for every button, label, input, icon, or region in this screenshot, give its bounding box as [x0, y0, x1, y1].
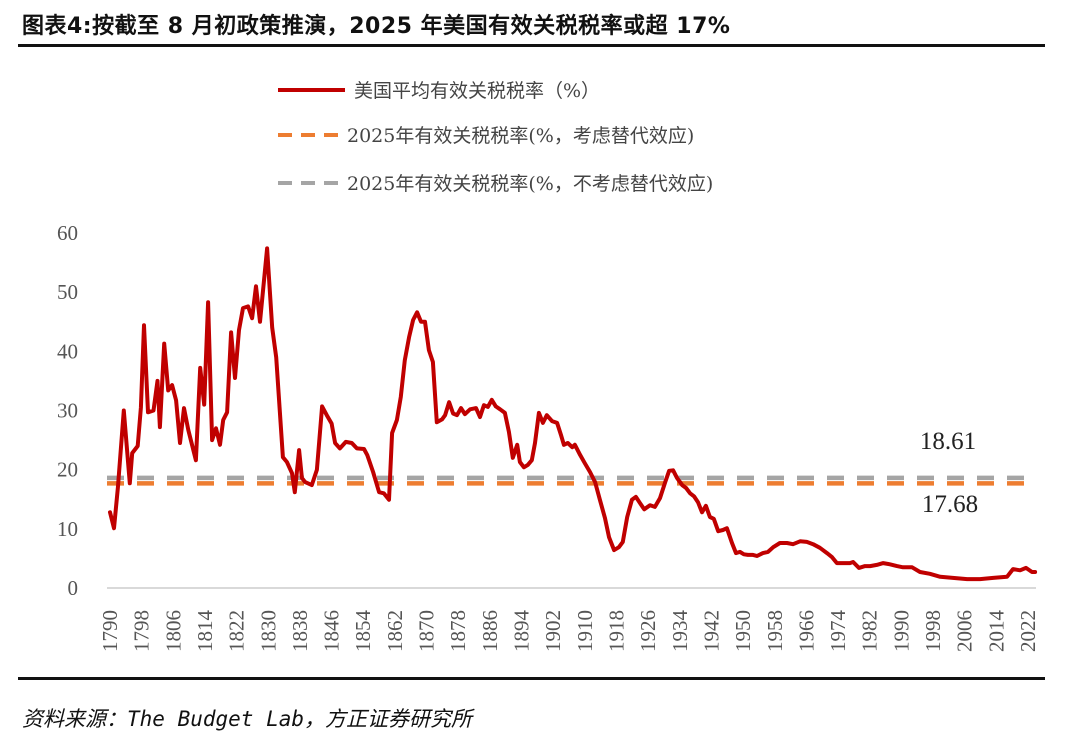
y-tick-label: 40 — [57, 339, 78, 363]
x-tick-label: 1806 — [161, 610, 185, 652]
x-tick-label: 1822 — [225, 610, 249, 652]
x-tick-label: 1854 — [351, 610, 375, 653]
x-axis-ticks: 1790 1798 1806 1814 1822 1830 1838 1846 1854 1862… — [98, 610, 1040, 653]
x-tick-label: 1790 — [98, 610, 122, 652]
x-tick-label: 1990 — [889, 610, 913, 652]
x-tick-label: 1982 — [858, 610, 882, 652]
x-tick-label: 2006 — [953, 610, 977, 652]
x-tick-label: 1814 — [193, 610, 217, 653]
y-tick-label: 10 — [57, 517, 78, 541]
footer-divider — [18, 677, 1045, 680]
figure-title: 图表4:按截至 8 月初政策推演，2025 年美国有效关税税率或超 17% — [22, 14, 731, 39]
legend-label-main: 美国平均有效关税税率（%） — [354, 80, 600, 102]
x-tick-label: 2022 — [1016, 610, 1040, 652]
x-tick-label: 1838 — [288, 610, 312, 652]
y-tick-label: 20 — [57, 458, 78, 482]
x-tick-label: 1918 — [604, 610, 628, 652]
x-tick-label: 1934 — [668, 610, 692, 653]
x-tick-label: 2014 — [984, 610, 1008, 653]
x-tick-label: 1870 — [415, 610, 439, 652]
x-tick-label: 1910 — [573, 610, 597, 652]
source-note: 资料来源：The Budget Lab，方正证券研究所 — [22, 707, 473, 731]
x-tick-label: 1926 — [636, 610, 660, 652]
x-tick-label: 1902 — [541, 610, 565, 652]
y-tick-label: 0 — [68, 576, 79, 600]
x-tick-label: 1830 — [256, 610, 280, 652]
x-tick-label: 1998 — [921, 610, 945, 652]
value-label-with-substitution: 17.68 — [922, 491, 978, 518]
series-group — [108, 246, 1038, 582]
x-tick-label: 1950 — [731, 610, 755, 652]
x-tick-label: 1798 — [130, 610, 154, 652]
x-tick-label: 1886 — [478, 610, 502, 652]
x-tick-label: 1958 — [763, 610, 787, 652]
legend-label-with-substitution: 2025年有效关税税率(%，考虑替代效应) — [347, 125, 694, 147]
x-tick-label: 1974 — [826, 610, 850, 653]
value-label-without-substitution: 18.61 — [920, 428, 976, 455]
x-tick-label: 1878 — [446, 610, 470, 652]
x-tick-label: 1846 — [320, 610, 344, 652]
reference-lines — [107, 475, 1036, 486]
legend: 美国平均有效关税税率（%） 2025年有效关税税率(%，考虑替代效应) 2025… — [278, 80, 713, 195]
series-line-main — [108, 246, 1038, 582]
x-tick-label: 1966 — [794, 610, 818, 652]
x-tick-label: 1942 — [699, 610, 723, 652]
x-tick-label: 1894 — [510, 610, 534, 653]
legend-label-without-substitution: 2025年有效关税税率(%，不考虑替代效应) — [347, 173, 713, 195]
value-labels: 18.61 17.68 — [920, 428, 978, 518]
y-tick-label: 60 — [57, 221, 78, 245]
title-divider — [18, 44, 1045, 47]
y-tick-label: 50 — [57, 280, 78, 304]
y-axis-ticks: 0 10 20 30 40 50 60 — [57, 221, 78, 600]
x-tick-label: 1862 — [383, 610, 407, 652]
y-tick-label: 30 — [57, 399, 78, 423]
tariff-rate-chart: 美国平均有效关税税率（%） 2025年有效关税税率(%，考虑替代效应) 2025… — [57, 80, 1040, 653]
